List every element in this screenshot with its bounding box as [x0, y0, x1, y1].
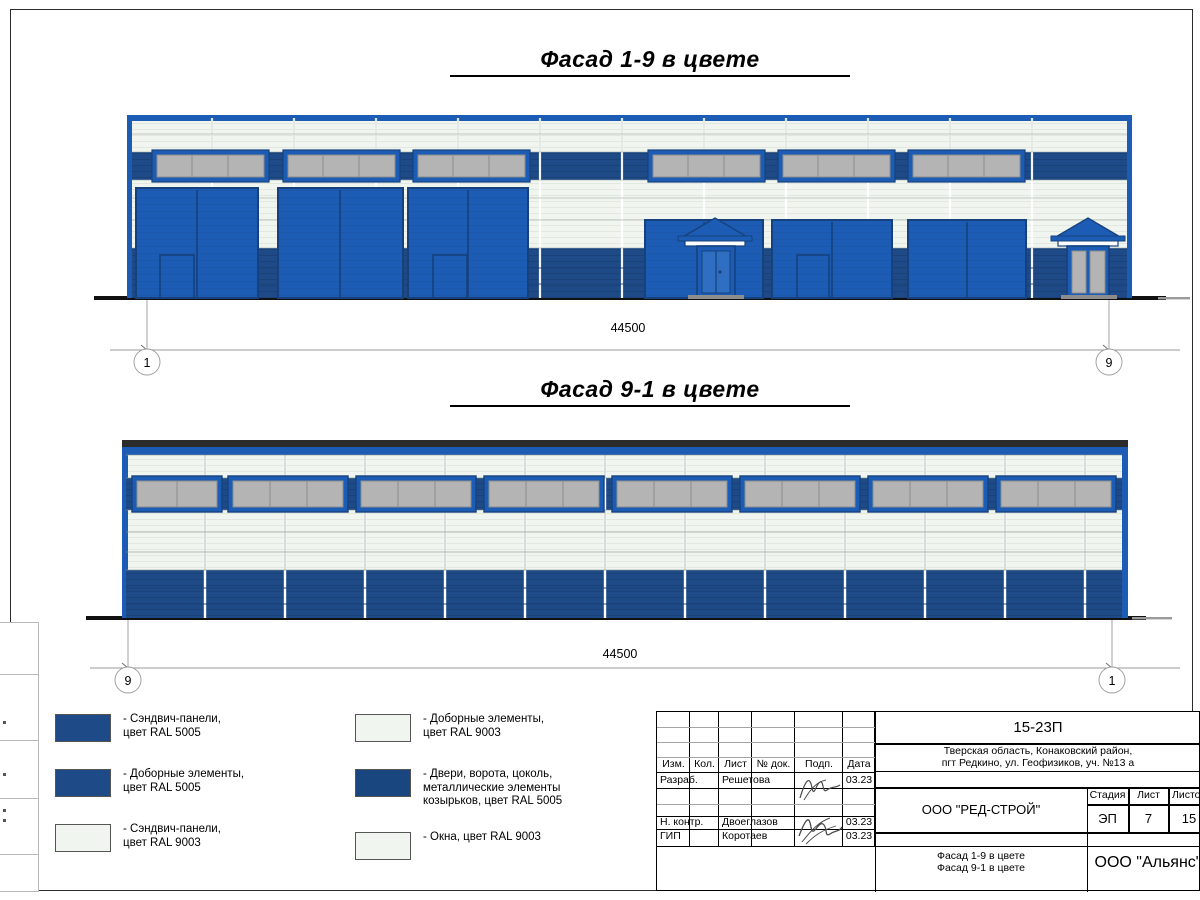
legend-item: - Окна, цвет RAL 9003: [355, 830, 541, 860]
rev-header-docno: № док.: [756, 757, 791, 770]
rev-col-4: [752, 712, 795, 846]
rev-header-date: Дата: [847, 757, 871, 770]
facade-1-axis-left: 1: [144, 356, 151, 370]
rev-col-1: [657, 712, 690, 846]
sheets-label: Листов: [1169, 788, 1200, 805]
facade-1-entrance-door: [677, 217, 753, 299]
legend-item: - Доборные элементы, цвет RAL 9003: [355, 712, 544, 742]
legend-label: - Сэндвич-панели, цвет RAL 5005: [123, 713, 221, 739]
signature-mark: [798, 817, 843, 845]
legend-item: - Сэндвич-панели, цвет RAL 9003: [55, 822, 221, 852]
rev-header-list: Лист: [724, 757, 747, 770]
role-label-1: Н. контр.: [660, 817, 704, 829]
legend-swatch: [355, 832, 411, 860]
facade-2-dimension-label: 44500: [603, 647, 638, 661]
legend-swatch: [355, 769, 411, 797]
legend-swatch: [55, 824, 111, 852]
sheet-value: 7: [1129, 805, 1169, 833]
legend-item: - Двери, ворота, цоколь, металлические э…: [355, 767, 562, 809]
facade-2-axis-left: 9: [125, 674, 132, 688]
facade-2-title: Фасад 9-1 в цвете: [450, 376, 850, 407]
role-date-2: 03.23: [845, 830, 873, 843]
role-name-1: Двоеглазов: [722, 817, 778, 829]
facade-2-elevation: АЛЬЯНС: [86, 430, 1190, 710]
role-date-0: 03.23: [845, 774, 873, 787]
role-label-2: ГИП: [660, 830, 681, 843]
facade-1-entrance-door-right: [1050, 217, 1126, 299]
drawing-name-line-2: Фасад 9-1 в цвете: [936, 861, 1026, 874]
drawing-name-line-1: Фасад 1-9 в цвете: [936, 850, 1026, 862]
rev-header-sign: Подп.: [805, 757, 833, 770]
facade-1-window: [151, 149, 1026, 183]
legend-item: - Сэндвич-панели, цвет RAL 5005: [55, 712, 221, 742]
signature-mark: [799, 779, 841, 801]
rev-col-5: [795, 712, 843, 846]
rev-header-kol: Кол.: [694, 757, 715, 770]
address-line-1: Тверская область, Конаковский район,: [943, 745, 1133, 757]
facade-2-axis-right: 1: [1109, 674, 1116, 688]
materials-legend: - Сэндвич-панели, цвет RAL 5005 - Доборн…: [55, 712, 655, 872]
stage-label: Стадия: [1087, 788, 1129, 805]
drawing-name: Фасад 1-9 в цвете Фасад 9-1 в цвете: [875, 833, 1087, 892]
legend-swatch: [55, 714, 111, 742]
facade-1-elevation: 1 9 44500: [94, 100, 1190, 376]
customer-name: ООО "РЕД-СТРОЙ": [875, 788, 1087, 833]
facade-2-window: [131, 475, 1117, 513]
role-date-1: 03.23: [845, 817, 873, 829]
facade-1-dimension-label: 44500: [611, 321, 646, 335]
rev-col-6: [843, 712, 875, 846]
legend-swatch: [355, 714, 411, 742]
legend-label: - Окна, цвет RAL 9003: [423, 831, 541, 843]
facade-1-title: Фасад 1-9 в цвете: [450, 46, 850, 77]
organization-name: ООО "Альянс": [1094, 853, 1200, 871]
rev-header-izm: Изм.: [662, 757, 685, 770]
address-spacer: [875, 772, 1200, 788]
edge-partial-table: [0, 622, 39, 892]
legend-label: - Двери, ворота, цоколь, металлические э…: [423, 768, 563, 808]
role-name-2: Коротаев: [722, 830, 768, 843]
legend-label: - Доборные элементы, цвет RAL 5005: [123, 768, 245, 794]
facade-2-dimension: [90, 620, 1180, 694]
legend-swatch: [55, 769, 111, 797]
legend-label: - Доборные элементы, цвет RAL 9003: [423, 713, 545, 739]
rev-col-3: [719, 712, 752, 846]
sheets-value: 15: [1169, 805, 1200, 833]
project-address: Тверская область, Конаковский район, пгт…: [875, 744, 1200, 772]
legend-item: - Доборные элементы, цвет RAL 5005: [55, 767, 244, 797]
facade-1-dimension: [110, 300, 1180, 376]
stage-value: ЭП: [1087, 805, 1129, 833]
sheet-label: Лист: [1129, 788, 1169, 805]
address-line-2: пгт Редкино, ул. Геофизиков, уч. №13 а: [941, 756, 1135, 769]
role-label-0: Разраб.: [660, 774, 698, 787]
legend-label: - Сэндвич-панели, цвет RAL 9003: [123, 823, 221, 849]
project-code: 15-23П: [875, 712, 1200, 744]
title-block: Изм. Кол. Лист № док. Подп. Дата Разраб.…: [656, 711, 1200, 892]
role-name-0: Решетова: [722, 774, 771, 787]
facade-1-axis-right: 9: [1106, 356, 1113, 370]
rev-col-2: [690, 712, 719, 846]
